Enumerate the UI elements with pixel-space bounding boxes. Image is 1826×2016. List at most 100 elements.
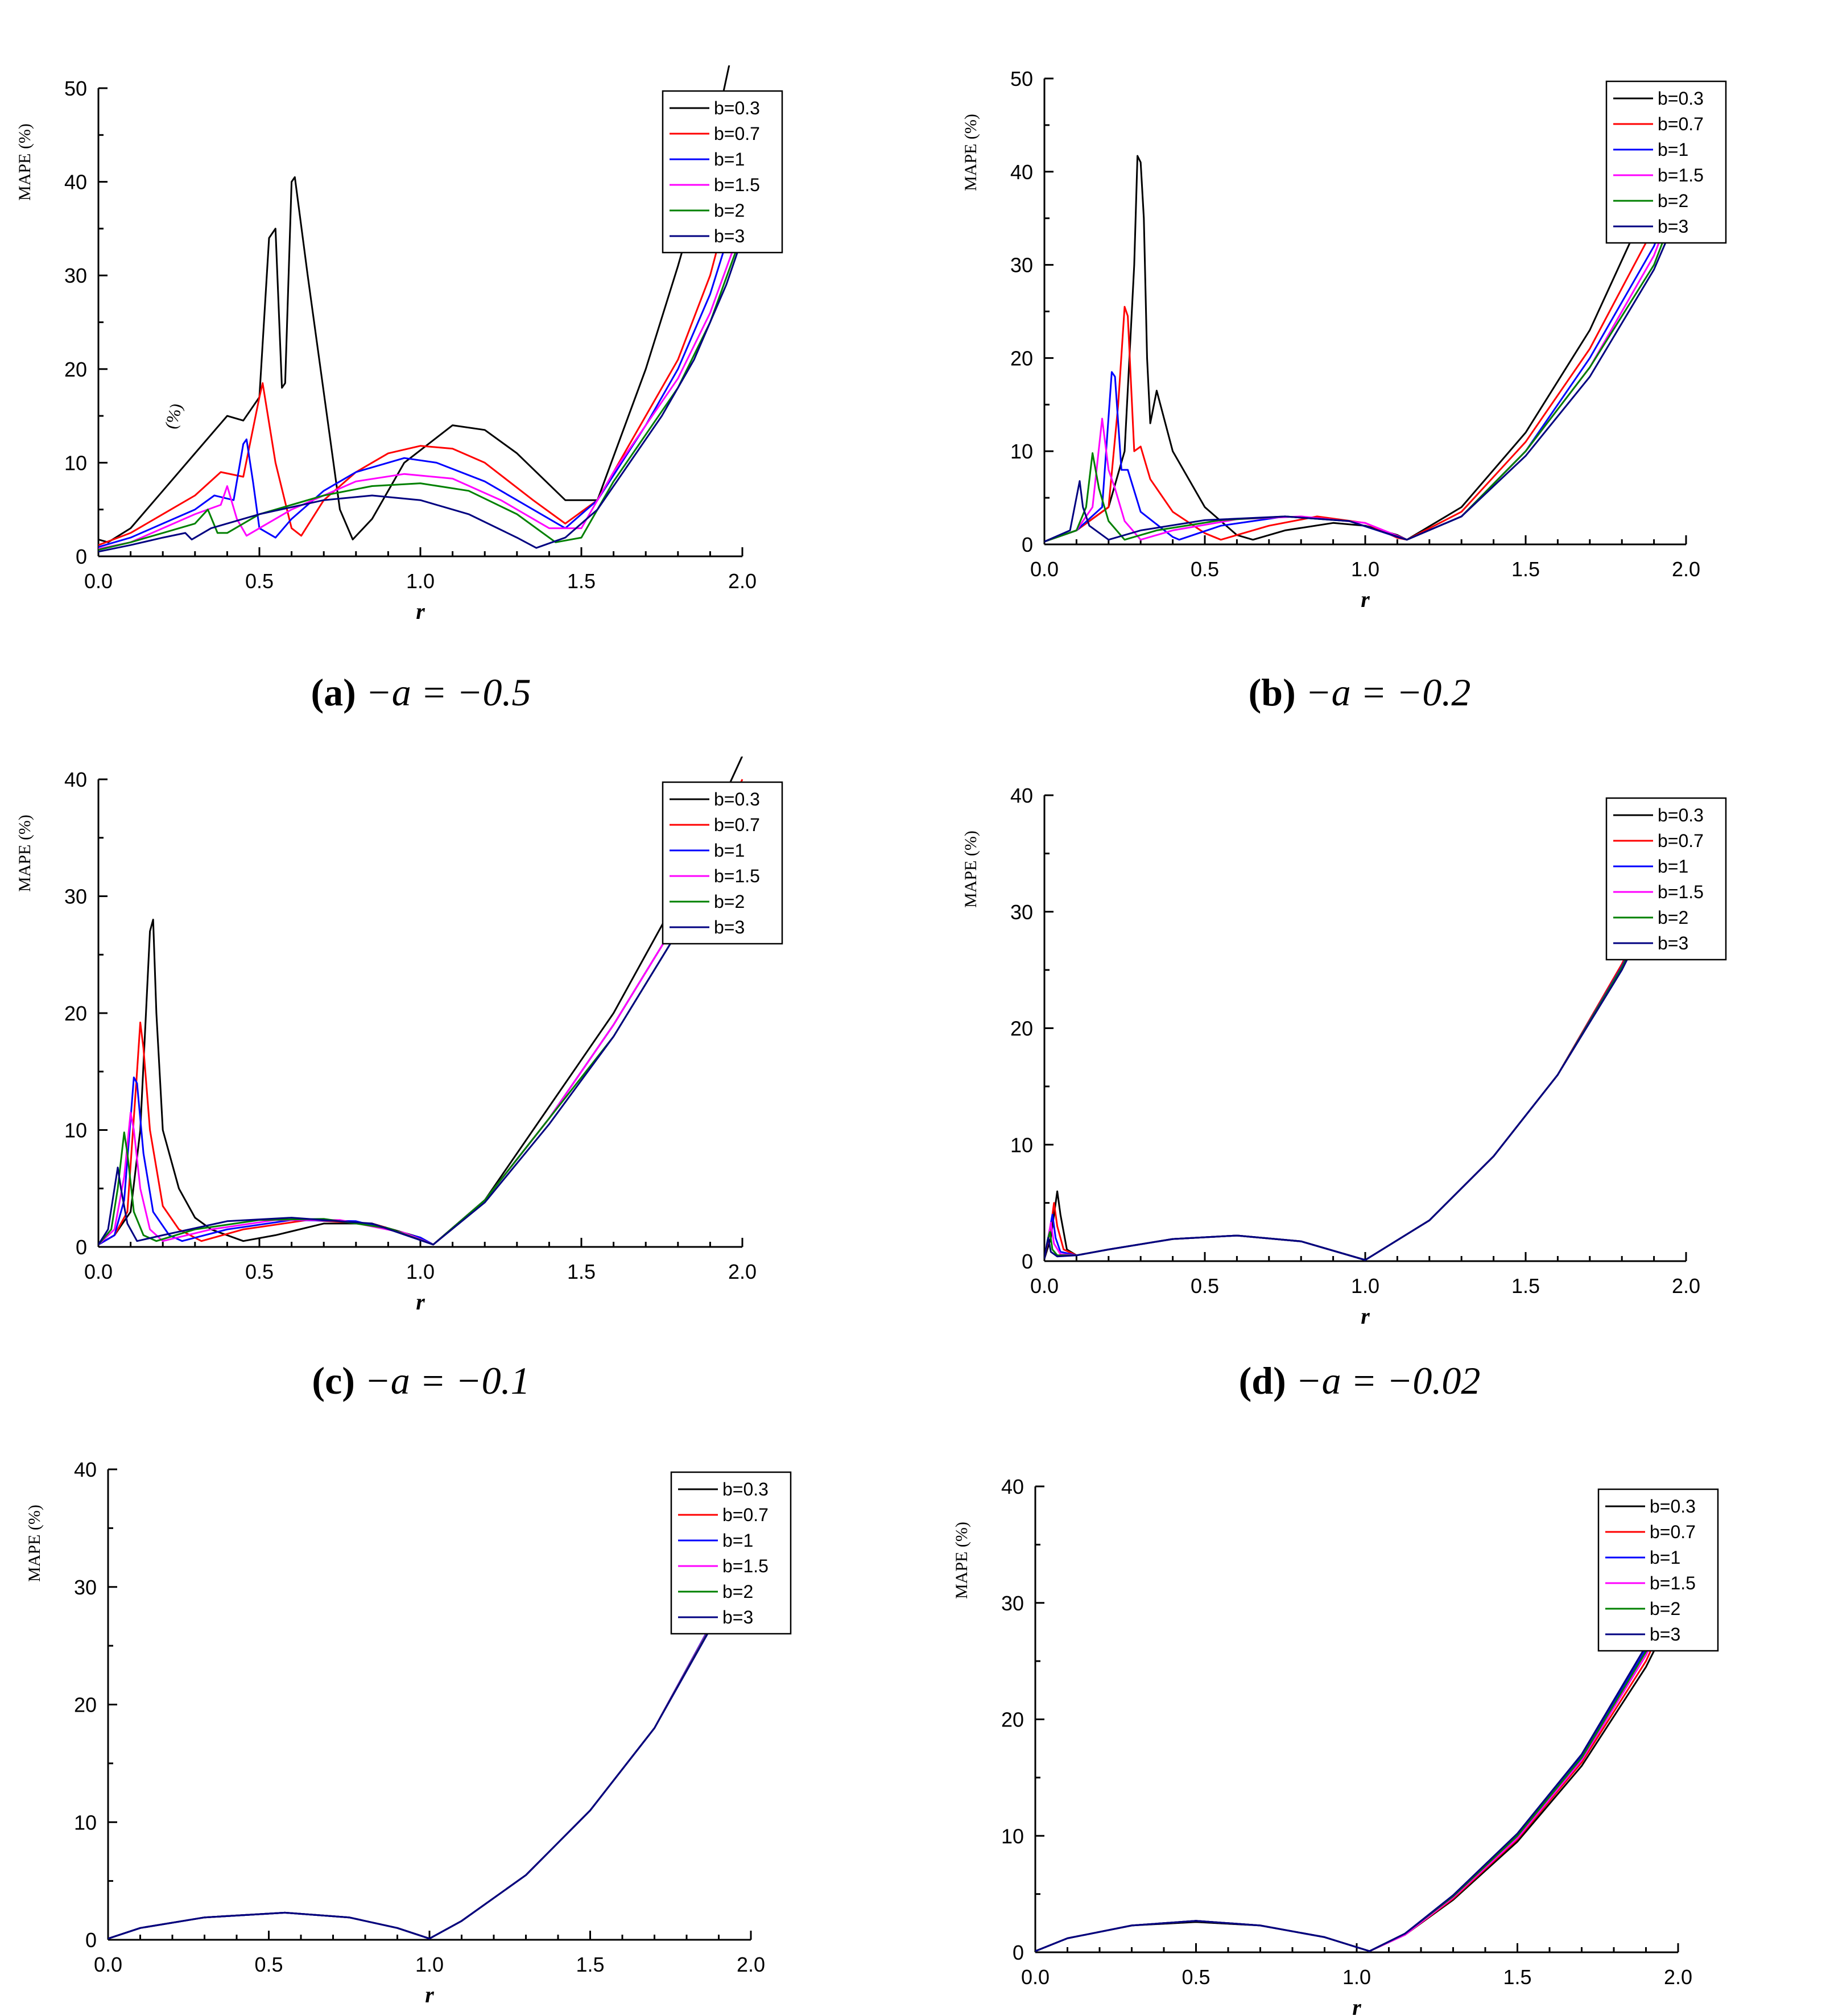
- legend-entry: b=0.7: [714, 123, 760, 144]
- y-axis-label: MAPE (%): [15, 815, 34, 892]
- series-line-b-1-5: [1035, 1585, 1679, 1952]
- series-line-b-2: [108, 1528, 752, 1940]
- y-tick-label: 50: [64, 77, 87, 100]
- panel-caption-text: −a = −0.1: [365, 1359, 530, 1402]
- legend: b=0.3 b=0.7 b=1 b=1.5 b=2 b=3: [1605, 797, 1727, 961]
- y-axis-label: MAPE (%): [15, 123, 34, 201]
- legend-entry: b=2: [1658, 907, 1688, 928]
- legend-entry: b=2: [714, 200, 745, 221]
- legend-entry: b=1.5: [714, 866, 760, 886]
- legend-entry: b=2: [714, 891, 745, 912]
- x-axis-label: r: [1352, 1994, 1361, 2016]
- legend-entry: b=2: [1650, 1598, 1680, 1619]
- y-axis-label: MAPE (%): [952, 1522, 971, 1599]
- x-tick-label: 1.0: [1351, 1274, 1379, 1298]
- y-tick-label: 40: [1001, 1475, 1024, 1498]
- series-line-b-0-3: [98, 757, 743, 1246]
- series-line-b-0-3: [108, 1524, 752, 1940]
- x-axis-label: r: [416, 1289, 425, 1315]
- legend: b=0.3 b=0.7 b=1 b=1.5 b=2 b=3: [670, 1471, 792, 1635]
- series-line-b-1: [98, 790, 743, 1246]
- series-line-b-3: [1035, 1567, 1679, 1952]
- legend-entry: b=2: [1658, 191, 1688, 211]
- legend-entry: b=0.3: [1658, 805, 1704, 825]
- panel-caption-text: −a = −0.2: [1306, 671, 1471, 714]
- y-tick-label: 20: [64, 1002, 87, 1025]
- x-tick-label: 2.0: [1672, 1274, 1700, 1298]
- series-line-b-1-5: [1044, 838, 1687, 1261]
- legend-entry: b=3: [1650, 1624, 1680, 1645]
- x-tick-label: 2.0: [1672, 557, 1700, 581]
- x-tick-label: 1.0: [415, 1953, 444, 1976]
- x-axis-label: r: [1361, 586, 1370, 612]
- panel-caption-text: −a = −0.02: [1296, 1359, 1481, 1402]
- series-line-b-0-3: [98, 65, 730, 543]
- y-tick-label: 10: [1010, 440, 1033, 463]
- legend-box: [670, 1471, 792, 1635]
- legend-entry: b=1: [722, 1530, 753, 1551]
- y-axis-label: MAPE (%): [25, 1505, 44, 1582]
- legend-entry: b=0.3: [714, 789, 760, 809]
- y-tick-label: 30: [64, 264, 87, 287]
- x-axis-label: r: [1361, 1303, 1370, 1329]
- legend-entry: b=1: [1650, 1547, 1680, 1568]
- legend-entry: b=0.7: [722, 1505, 769, 1525]
- y-tick-label: 10: [1010, 1133, 1033, 1156]
- legend-entry: b=3: [714, 917, 745, 937]
- y-tick-label: 20: [74, 1693, 97, 1717]
- series-line-b-0-7: [108, 1525, 752, 1940]
- series-line-b-0-7: [98, 779, 743, 1246]
- y-tick-label: 40: [74, 1458, 97, 1481]
- legend-box: [662, 90, 783, 254]
- y-tick-label: 20: [1010, 1017, 1033, 1040]
- series-line-b-0-3: [1044, 97, 1687, 543]
- legend-entry: b=0.3: [714, 98, 760, 118]
- legend-entry: b=3: [714, 226, 745, 246]
- y-tick-label: 0: [1022, 1250, 1033, 1273]
- chart-panel-2: 0.0 0.5 1.0 1.5 2.0 0 10 20 30 40 50 r MAPE (%) b=0.3…: [961, 67, 1727, 714]
- series-line-b-1-5: [98, 796, 743, 1246]
- x-tick-label: 0.5: [245, 1260, 274, 1283]
- y-tick-label: 10: [64, 451, 87, 474]
- legend-entry: b=0.7: [1650, 1522, 1696, 1542]
- y-tick-label: 30: [64, 885, 87, 908]
- y-tick-label: 0: [85, 1928, 97, 1952]
- series-line-b-0-3: [1035, 1602, 1679, 1952]
- x-tick-label: 1.0: [1342, 1965, 1371, 1989]
- x-tick-label: 1.5: [567, 1260, 596, 1283]
- series-line-b-3: [1044, 195, 1687, 543]
- legend-entry: b=1: [714, 840, 745, 861]
- y-tick-label: 30: [1001, 1592, 1024, 1615]
- x-tick-label: 0.0: [94, 1953, 122, 1976]
- x-tick-label: 0.0: [84, 569, 113, 593]
- series-line-b-0-7: [1044, 143, 1687, 543]
- panel-caption-letter: (c): [312, 1359, 364, 1402]
- legend-entry: b=3: [1658, 933, 1688, 953]
- series-line-b-0-7: [1044, 832, 1687, 1261]
- x-tick-label: 0.0: [1030, 1274, 1059, 1298]
- legend-entry: b=1: [1658, 856, 1688, 877]
- series-line-b-2: [1044, 180, 1687, 543]
- legend-entry: b=0.7: [1658, 114, 1704, 134]
- legend-entry: b=0.3: [722, 1479, 769, 1499]
- y-tick-label: 40: [1010, 160, 1033, 184]
- legend-entry: b=0.7: [1658, 831, 1704, 851]
- annotation-label: (%): [162, 402, 187, 431]
- x-tick-label: 0.5: [254, 1953, 283, 1976]
- y-tick-label: 20: [1001, 1708, 1024, 1732]
- x-tick-label: 0.5: [1191, 1274, 1219, 1298]
- x-tick-label: 0.0: [1021, 1965, 1050, 1989]
- x-tick-label: 2.0: [737, 1953, 765, 1976]
- legend-entry: b=1: [714, 149, 745, 170]
- y-axis-label: MAPE (%): [961, 114, 980, 191]
- legend-entry: b=0.3: [1658, 88, 1704, 109]
- series-line-b-1: [1044, 836, 1687, 1261]
- x-axis-label: r: [416, 598, 425, 624]
- panel-caption: (d) −a = −0.02: [1239, 1359, 1481, 1402]
- x-tick-label: 0.5: [1191, 557, 1219, 581]
- y-tick-label: 40: [64, 768, 87, 791]
- series-line-b-2: [98, 802, 743, 1246]
